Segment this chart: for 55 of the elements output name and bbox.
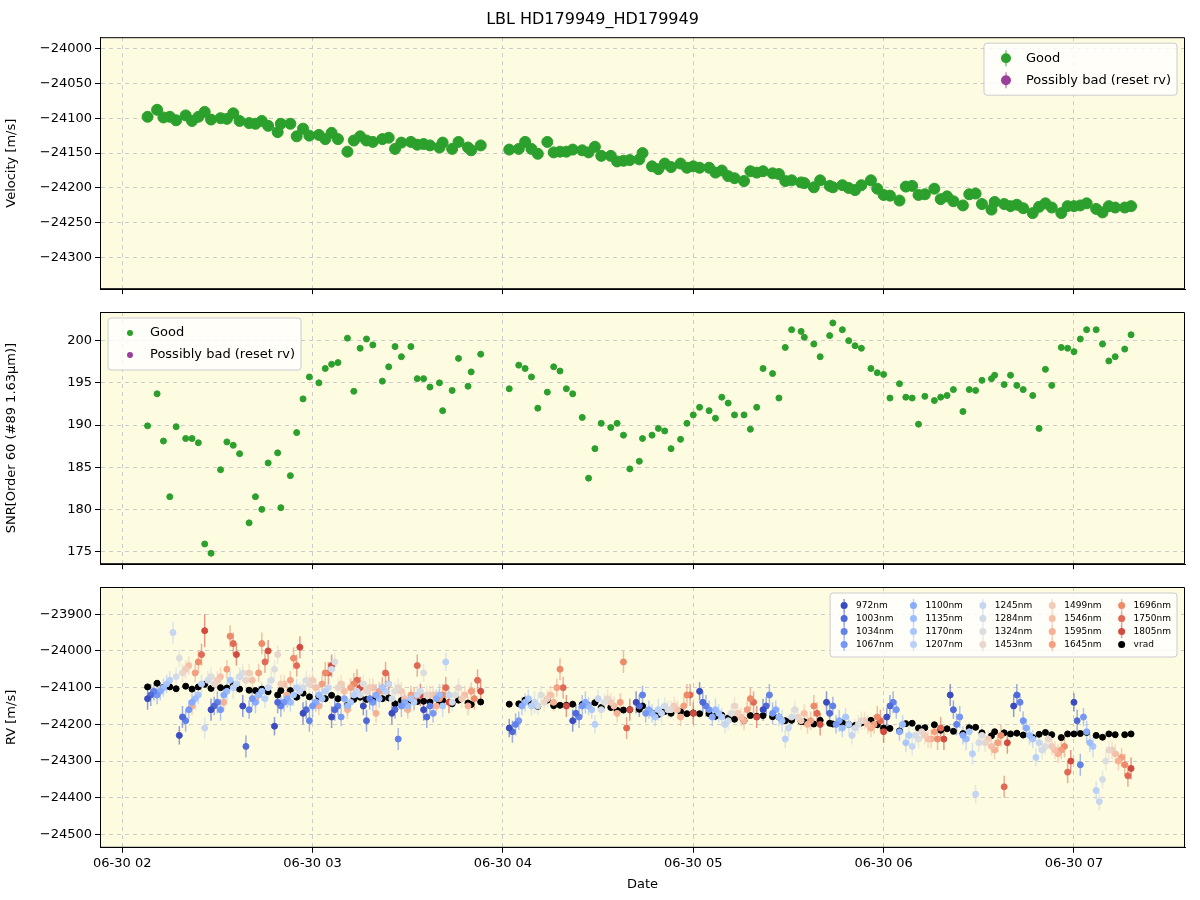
- legend-label: vrad: [1133, 638, 1154, 649]
- y-axis-title: RV [m/s]: [3, 689, 19, 746]
- legend-label: Good: [1025, 49, 1061, 65]
- legend-label: 1595nm: [1064, 625, 1102, 636]
- y-tick-label: 180: [67, 500, 92, 516]
- legend-label: 1067nm: [856, 638, 894, 649]
- legend-label: 1750nm: [1133, 612, 1172, 623]
- legend-label: Possibly bad (reset rv): [1025, 71, 1172, 87]
- x-tick-label: 06-30 04: [473, 854, 533, 870]
- legend-label: 1645nm: [1064, 638, 1102, 649]
- legend-label: 1453nm: [994, 638, 1033, 649]
- y-tick-label: −24050: [39, 74, 92, 90]
- y-tick-label: −24100: [39, 109, 92, 125]
- y-tick-label: −24500: [39, 825, 92, 841]
- legend-label: 1245nm: [994, 599, 1033, 610]
- y-tick-label: −24300: [39, 249, 92, 265]
- y-axis-title: SNR[Order 60 (#89 1.63μm)]: [3, 342, 19, 534]
- legend-label: 1207nm: [925, 638, 963, 649]
- x-axis-title: Date: [626, 875, 659, 891]
- x-tick-label: 06-30 02: [92, 854, 152, 870]
- y-tick-label: 185: [67, 458, 92, 474]
- y-tick-label: −24150: [39, 144, 92, 160]
- y-tick-label: −24100: [39, 679, 92, 695]
- y-tick-label: 200: [67, 332, 92, 348]
- y-tick-label: −24400: [39, 789, 92, 805]
- y-tick-label: −24000: [39, 642, 92, 658]
- legend-label: 1805nm: [1133, 625, 1172, 636]
- legend-label: 1546nm: [1064, 612, 1102, 623]
- y-tick-label: −24200: [39, 715, 92, 731]
- legend-label: 972nm: [856, 599, 888, 610]
- y-tick-label: 190: [67, 416, 92, 432]
- legend-label: 1324nm: [994, 625, 1033, 636]
- y-tick-label: −24300: [39, 752, 92, 768]
- y-axis-title: Velocity [m/s]: [3, 118, 19, 208]
- legend-label: 1034nm: [856, 625, 894, 636]
- legend-label: Possibly bad (reset rv): [150, 346, 296, 362]
- legend-label: 1100nm: [925, 599, 963, 610]
- x-tick-label: 06-30 05: [664, 854, 723, 870]
- legend-label: Good: [150, 324, 185, 340]
- legend-label: 1696nm: [1133, 599, 1172, 610]
- legend-label: 1170nm: [925, 625, 963, 636]
- y-tick-label: 195: [67, 374, 92, 390]
- x-tick-label: 06-30 06: [854, 854, 913, 870]
- y-tick-label: 175: [67, 542, 92, 558]
- legend-label: 1284nm: [994, 612, 1033, 623]
- y-tick-label: −23900: [39, 605, 92, 621]
- x-tick-label: 06-30 03: [283, 854, 342, 870]
- legend-label: 1135nm: [925, 612, 963, 623]
- y-tick-label: −24200: [39, 179, 92, 195]
- y-tick-label: −24250: [39, 214, 92, 230]
- legend-label: 1003nm: [856, 612, 894, 623]
- y-tick-label: −24000: [39, 39, 92, 55]
- x-tick-label: 06-30 07: [1044, 854, 1104, 870]
- legend-label: 1499nm: [1064, 599, 1102, 610]
- chart-title: LBL HD179949_HD179949: [486, 8, 699, 29]
